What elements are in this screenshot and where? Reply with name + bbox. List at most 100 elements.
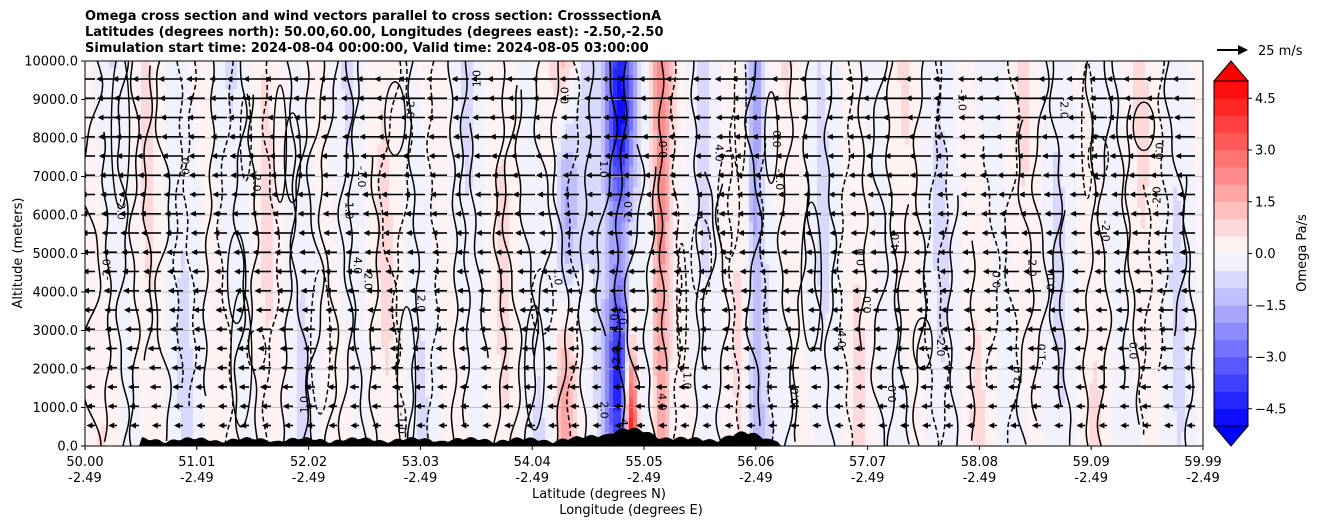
fill-cell [317,75,322,83]
fill-cell [337,362,342,370]
fill-cell [289,334,294,342]
fill-cell [301,82,306,90]
fill-cell [193,187,198,195]
fill-cell [217,334,222,342]
fill-cell [341,299,346,307]
fill-cell [149,278,154,286]
fill-cell [433,180,438,188]
fill-cell [369,208,374,216]
fill-cell [113,320,118,328]
fill-cell [341,89,346,97]
fill-cell [321,278,326,286]
fill-cell [433,124,438,132]
fill-cell [445,334,450,342]
fill-cell [221,124,226,132]
fill-cell [429,271,434,279]
fill-cell [221,257,226,265]
fill-cell [157,362,162,370]
fill-cell [293,229,298,237]
fill-cell [301,222,306,230]
fill-cell [217,264,222,272]
fill-cell [401,222,406,230]
fill-cell [437,222,442,230]
fill-cell [261,390,266,398]
fill-cell [377,278,382,286]
fill-cell [313,124,318,132]
fill-cell [105,145,110,153]
fill-cell [417,411,422,419]
fill-cell [277,110,282,118]
fill-cell [389,348,394,356]
fill-cell [169,194,174,202]
fill-cell [105,89,110,97]
fill-cell [221,369,226,377]
fill-cell [245,348,250,356]
fill-cell [361,292,366,300]
fill-cell [393,411,398,419]
fill-cell [189,222,194,230]
fill-cell [245,117,250,125]
fill-cell [393,425,398,433]
fill-cell [133,425,138,433]
fill-cell [293,355,298,363]
fill-cell [185,159,190,167]
fill-cell [317,236,322,244]
fill-cell [213,390,218,398]
fill-cell [373,299,378,307]
fill-cell [85,341,90,349]
fill-cell [109,180,114,188]
fill-cell [181,145,186,153]
fill-cell [137,271,142,279]
fill-cell [289,215,294,223]
fill-cell [181,243,186,251]
fill-cell [353,222,358,230]
fill-cell [425,236,430,244]
fill-cell [393,208,398,216]
fill-cell [393,243,398,251]
fill-cell [257,292,262,300]
fill-cell [101,299,106,307]
fill-cell [365,222,370,230]
fill-cell [377,271,382,279]
fill-cell [277,271,282,279]
fill-cell [245,138,250,146]
fill-cell [217,180,222,188]
fill-cell [429,313,434,321]
fill-cell [85,166,90,174]
fill-cell [353,208,358,216]
fill-cell [185,292,190,300]
fill-cell [293,313,298,321]
fill-cell [189,341,194,349]
fill-cell [193,145,198,153]
fill-cell [85,159,90,167]
fill-cell [173,320,178,328]
fill-cell [317,229,322,237]
fill-cell [221,222,226,230]
fill-cell [329,236,334,244]
fill-cell [253,166,258,174]
fill-cell [381,432,386,440]
fill-cell [385,313,390,321]
fill-cell [317,159,322,167]
fill-cell [209,411,214,419]
fill-cell [425,285,430,293]
fill-cell [281,82,286,90]
fill-cell [213,418,218,426]
fill-cell [389,145,394,153]
fill-cell [293,425,298,433]
fill-cell [325,194,330,202]
fill-cell [433,68,438,76]
fill-cell [365,124,370,132]
fill-cell [141,257,146,265]
fill-cell [297,117,302,125]
fill-cell [245,341,250,349]
fill-cell [217,110,222,118]
fill-cell [393,432,398,440]
fill-cell [285,257,290,265]
fill-cell [165,348,170,356]
fill-cell [337,194,342,202]
fill-cell [97,362,102,370]
fill-cell [389,166,394,174]
fill-cell [225,61,230,69]
fill-cell [177,110,182,118]
